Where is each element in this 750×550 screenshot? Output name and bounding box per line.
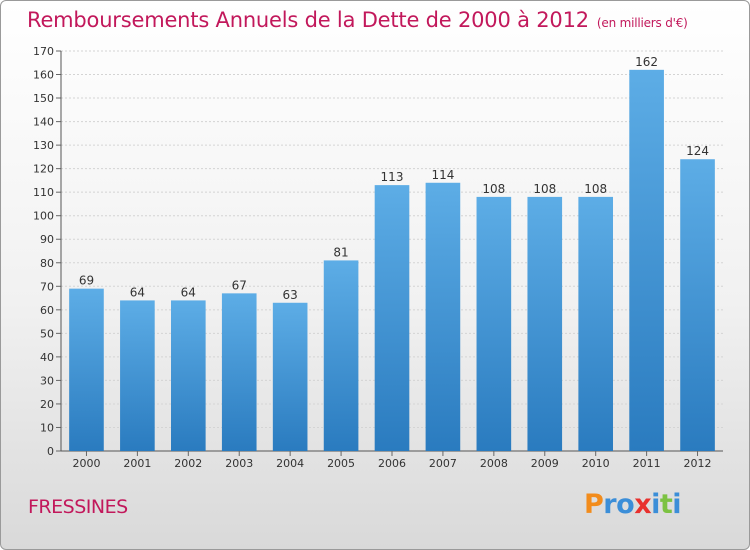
x-tick-label: 2011	[633, 457, 661, 470]
y-tick-label: 160	[33, 69, 54, 82]
x-tick-label: 2002	[174, 457, 202, 470]
chart-unit: (en milliers d'€)	[596, 16, 688, 30]
x-tick-label: 2009	[531, 457, 559, 470]
y-tick-label: 10	[40, 421, 54, 434]
y-tick-label: 30	[40, 374, 54, 387]
data-label: 124	[686, 144, 709, 158]
y-tick-label: 40	[40, 351, 54, 364]
logo-letter: x	[634, 489, 652, 520]
logo-letter: t	[659, 489, 673, 520]
y-tick-label: 20	[40, 398, 54, 411]
y-tick-label: 130	[33, 139, 54, 152]
bar	[221, 293, 257, 451]
bar	[323, 260, 359, 451]
y-tick-label: 140	[33, 116, 54, 129]
data-label: 81	[333, 245, 348, 259]
y-tick-label: 60	[40, 304, 54, 317]
data-label: 114	[431, 168, 454, 182]
logo-letter: r	[603, 489, 617, 520]
data-label: 108	[533, 182, 556, 196]
bar	[272, 302, 308, 451]
commune-name: FRESSINES	[28, 496, 128, 518]
data-label: 64	[181, 285, 196, 299]
y-tick-label: 50	[40, 327, 54, 340]
bar	[578, 196, 614, 451]
x-tick-label: 2010	[582, 457, 610, 470]
y-tick-label: 90	[40, 233, 54, 246]
logo-letter: P	[584, 489, 604, 520]
y-tick-label: 80	[40, 257, 54, 270]
proxiti-logo: Proxiti	[584, 489, 682, 520]
logo-letter: o	[616, 489, 635, 520]
x-tick-label: 2006	[378, 457, 406, 470]
bar	[120, 300, 155, 451]
bar	[69, 288, 104, 451]
chart-title: Remboursements Annuels de la Dette de 20…	[27, 8, 688, 32]
bar	[425, 182, 461, 451]
x-tick-label: 2003	[225, 457, 253, 470]
x-tick-label: 2012	[684, 457, 712, 470]
data-label: 108	[584, 182, 607, 196]
x-tick-label: 2004	[276, 457, 304, 470]
y-tick-label: 170	[33, 45, 54, 58]
data-label: 64	[130, 285, 145, 299]
x-tick-label: 2005	[327, 457, 355, 470]
data-label: 162	[635, 55, 658, 69]
y-tick-label: 0	[47, 445, 54, 458]
x-tick-label: 2008	[480, 457, 508, 470]
logo-letter: i	[672, 489, 682, 520]
x-tick-label: 2000	[72, 457, 100, 470]
y-tick-label: 120	[33, 163, 54, 176]
bar	[170, 300, 206, 451]
bar	[680, 159, 715, 451]
data-label: 113	[381, 170, 404, 184]
data-label: 108	[482, 182, 505, 196]
bar	[476, 196, 512, 451]
x-tick-label: 2001	[123, 457, 151, 470]
bar	[629, 69, 664, 451]
bar	[527, 196, 563, 451]
y-tick-label: 110	[33, 186, 54, 199]
data-label: 63	[283, 288, 298, 302]
chart-title-text: Remboursements Annuels de la Dette de 20…	[27, 8, 589, 32]
data-label: 67	[232, 278, 247, 292]
logo-letter: i	[651, 489, 660, 520]
x-tick-label: 2007	[429, 457, 457, 470]
y-tick-label: 100	[33, 210, 54, 223]
bar	[374, 185, 410, 451]
y-tick-label: 70	[40, 280, 54, 293]
y-tick-label: 150	[33, 92, 54, 105]
data-label: 69	[79, 274, 94, 288]
